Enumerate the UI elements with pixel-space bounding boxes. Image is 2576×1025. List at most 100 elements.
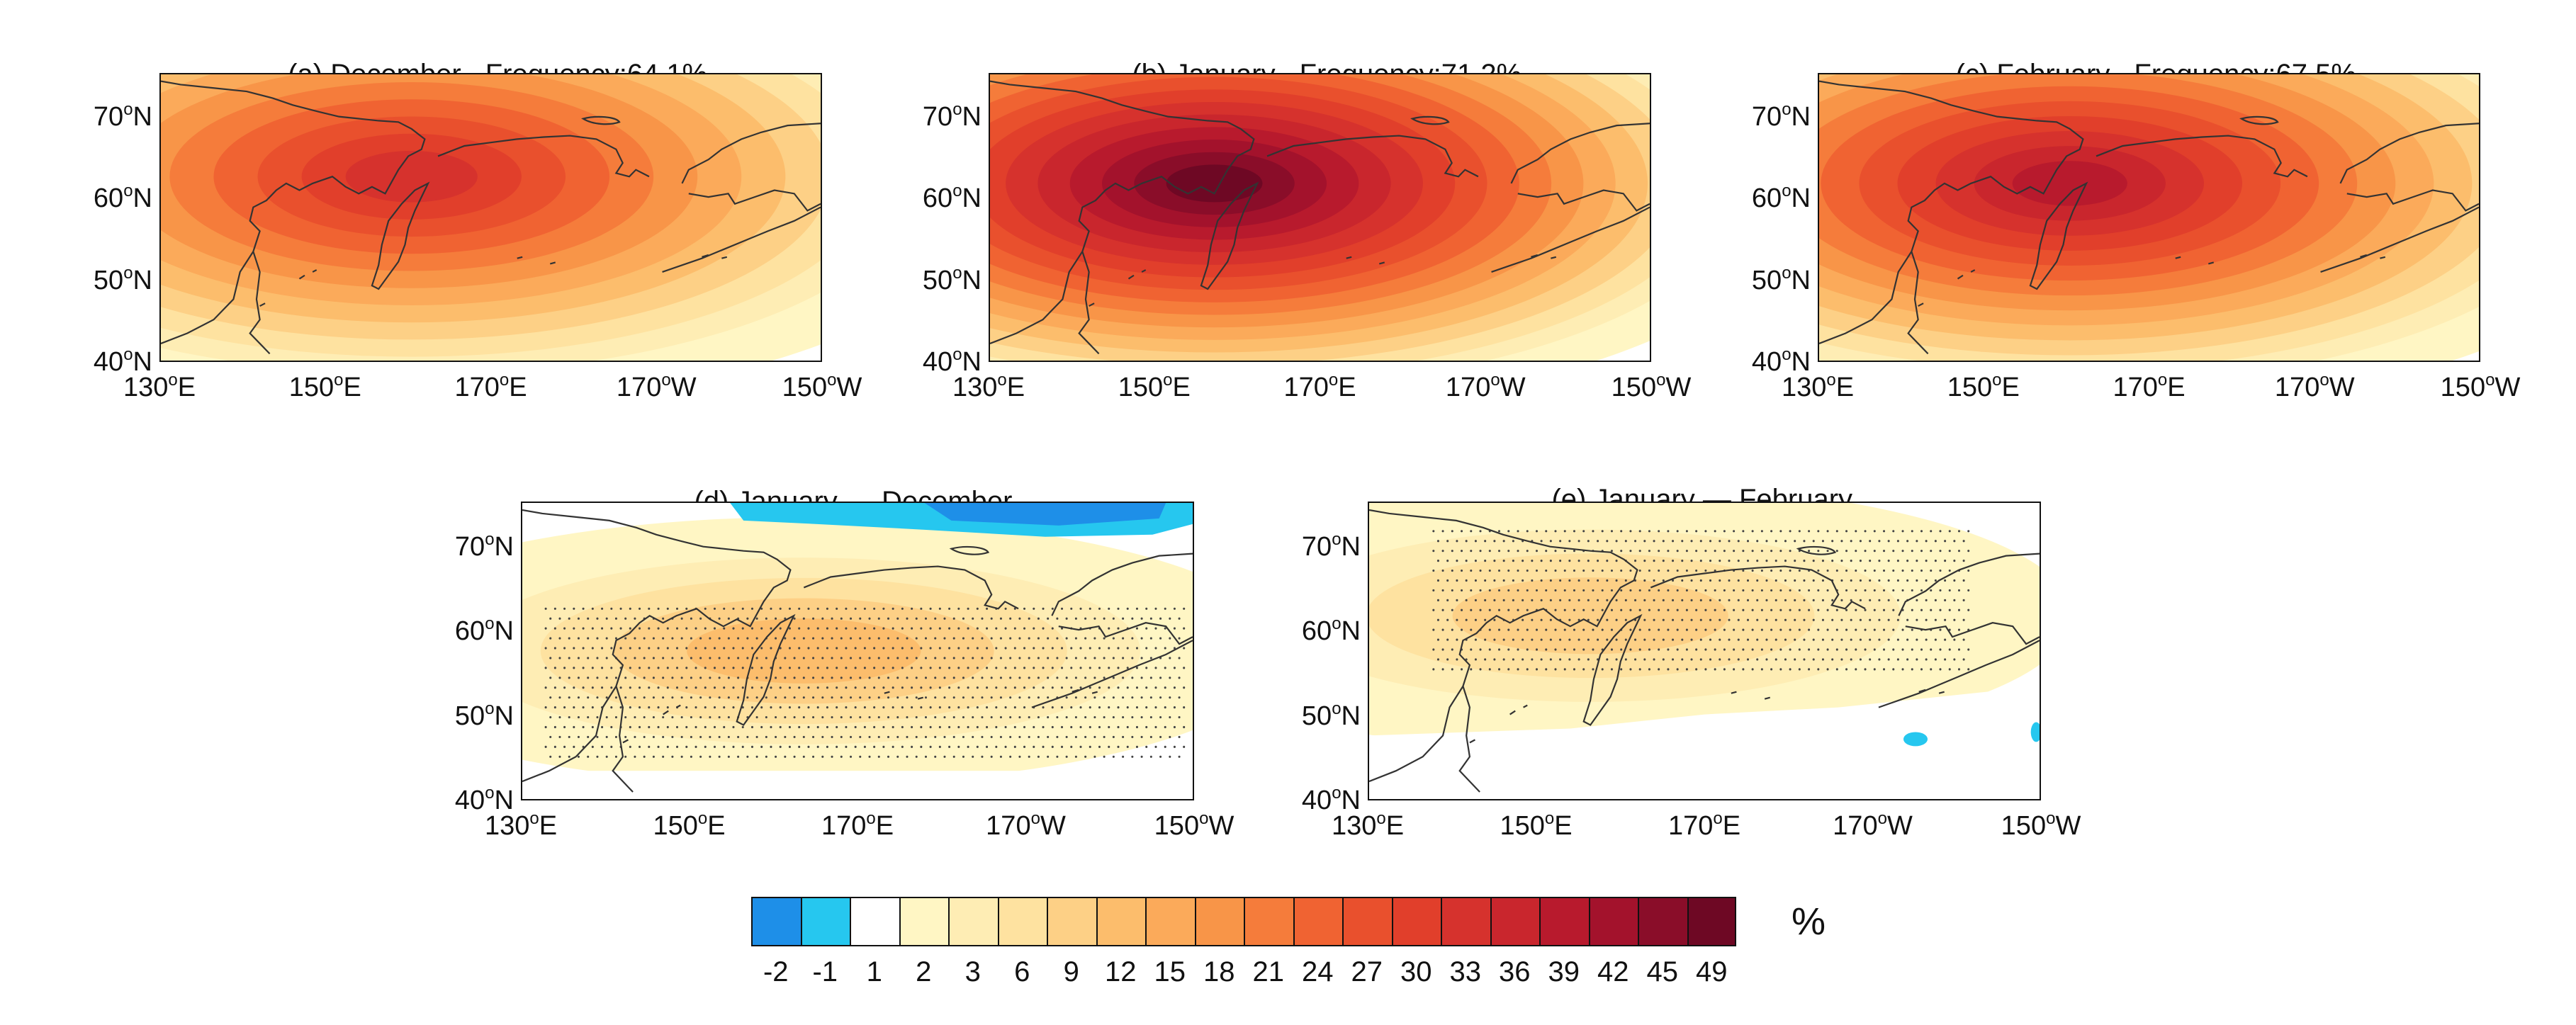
panel-e-lat-label: 70oN (1301, 529, 1361, 562)
panel-c-contour-39 (2012, 161, 2127, 206)
panel-d-stippling (544, 607, 1186, 758)
colorbar-box (1638, 897, 1687, 946)
colorbar-tick-label: 24 (1302, 956, 1334, 987)
colorbar-box (1194, 897, 1244, 946)
panel-b-lon-label: 170oW (1445, 370, 1526, 402)
panel-b-lat-label: 40oN (922, 345, 982, 377)
colorbar-tick-label: -2 (763, 956, 789, 987)
panel-c-lat-label: 40oN (1751, 345, 1811, 377)
colorbar-tick-label: 39 (1548, 956, 1580, 987)
panel-c-field (1819, 74, 2479, 361)
panel-e-white-area (1369, 686, 2040, 799)
colorbar-tick-label: 49 (1696, 956, 1728, 987)
colorbar-tick-label: 36 (1499, 956, 1531, 987)
colorbar-box (1391, 897, 1441, 946)
panel-e-field (1369, 503, 2040, 799)
panel-b-lon-label: 170oE (1283, 370, 1356, 402)
panel-d-map (521, 502, 1194, 800)
panel-e-lon-label: 150oW (2001, 809, 2081, 841)
colorbar-box (948, 897, 998, 946)
panel-e-negative-2 (2030, 722, 2040, 742)
panel-b-lon-label: 150oE (1118, 370, 1191, 402)
panel-a-lon-label: 170oE (454, 370, 527, 402)
colorbar-tick-label: 1 (866, 956, 882, 987)
colorbar-box (997, 897, 1047, 946)
panel-a-field (161, 74, 821, 361)
panel-b-coast-sakhalin-japan (1079, 251, 1099, 353)
panel-e-coast-alaska (1879, 554, 2040, 708)
panel-e-lake (1798, 547, 1835, 555)
colorbar-tick-label: 45 (1646, 956, 1679, 987)
panel-c-coast-sakhalin-japan (1908, 251, 1928, 353)
panel-a-lon-label: 150oW (782, 370, 862, 402)
colorbar-box (1244, 897, 1293, 946)
colorbar-tick-label: 15 (1154, 956, 1186, 987)
panel-e-lat-label: 40oN (1301, 783, 1361, 815)
panel-e-map (1368, 502, 2041, 800)
panel-e-lat-label: 60oN (1301, 614, 1361, 647)
colorbar-tick-label: 9 (1063, 956, 1079, 987)
panel-d-lake (951, 547, 988, 555)
colorbar-tick-label: 3 (964, 956, 981, 987)
panel-d-coast-sakhalin-japan (613, 686, 633, 792)
panel-d-lat-label: 50oN (454, 698, 514, 731)
panel-b-coast-asia (990, 81, 1254, 344)
panel-b-coast-islands (1089, 255, 1556, 306)
colorbar-box (1145, 897, 1195, 946)
colorbar-box (1342, 897, 1392, 946)
panel-b-field (990, 74, 1650, 361)
colorbar-box (1293, 897, 1342, 946)
panel-a-lat-label: 60oN (93, 181, 152, 214)
colorbar-box (1047, 897, 1096, 946)
panel-a-coast-kamchatka (372, 183, 428, 289)
colorbar-box (1539, 897, 1589, 946)
panel-c-coast-asia (1819, 81, 2083, 344)
panel-b-lon-label: 150oW (1611, 370, 1692, 402)
colorbar-box (850, 897, 899, 946)
panel-c-lat-label: 60oN (1751, 181, 1811, 214)
panel-d-field (522, 503, 1193, 799)
colorbar-tick-label: 18 (1203, 956, 1235, 987)
panel-e-lon-label: 170oE (1667, 809, 1741, 841)
panel-e-contour-9 (1452, 577, 1728, 655)
panel-e-lon-label: 170oW (1833, 809, 1913, 841)
panel-d-negative-2 (924, 503, 1166, 526)
panel-b-map (989, 73, 1651, 362)
panel-d-coast-chukotka (804, 567, 1018, 609)
colorbar-box (1096, 897, 1145, 946)
panel-a-lake (583, 117, 619, 124)
panel-b-coast-kamchatka (1201, 183, 1257, 289)
colorbar-unit: % (1792, 900, 1826, 943)
panel-d-coast-kamchatka (737, 616, 794, 725)
panel-c-coast-kamchatka (2030, 183, 2086, 289)
panel-d-lon-label: 150oE (653, 809, 726, 841)
panel-b-contour-49 (1166, 164, 1263, 203)
panel-e-coast-sakhalin-japan (1460, 686, 1480, 792)
colorbar-tick-label: 30 (1400, 956, 1432, 987)
panel-c-lat-label: 50oN (1751, 263, 1811, 295)
panel-a-map (159, 73, 822, 362)
panel-d-coast-islands (623, 690, 1098, 743)
colorbar-box (899, 897, 948, 946)
panel-c-map (1818, 73, 2480, 362)
panel-c-lon-label: 130oE (1781, 370, 1855, 402)
colorbar (751, 897, 1736, 948)
colorbar-tick-label: 12 (1105, 956, 1137, 987)
panel-c-coast-islands (1918, 255, 2385, 306)
panel-d-lat-label: 70oN (454, 529, 514, 562)
colorbar-box (1490, 897, 1539, 946)
panel-c-coast-chukotka (2096, 136, 2307, 177)
panel-a-coast-asia (161, 81, 424, 344)
panel-d-contour-12 (687, 618, 921, 684)
colorbar-tick-label: 27 (1351, 956, 1383, 987)
colorbar-tick-label: -1 (812, 956, 838, 987)
panel-a-coast-islands (260, 255, 727, 306)
colorbar-box (1441, 897, 1490, 946)
panel-e-coast-islands (1470, 690, 1945, 743)
panel-b-lat-label: 60oN (922, 181, 982, 214)
panel-a-lon-label: 170oW (616, 370, 697, 402)
panel-b-coast-chukotka (1267, 136, 1478, 177)
colorbar-box (800, 897, 850, 946)
panel-b-lat-label: 50oN (922, 263, 982, 295)
panel-a-coast-chukotka (438, 136, 649, 177)
